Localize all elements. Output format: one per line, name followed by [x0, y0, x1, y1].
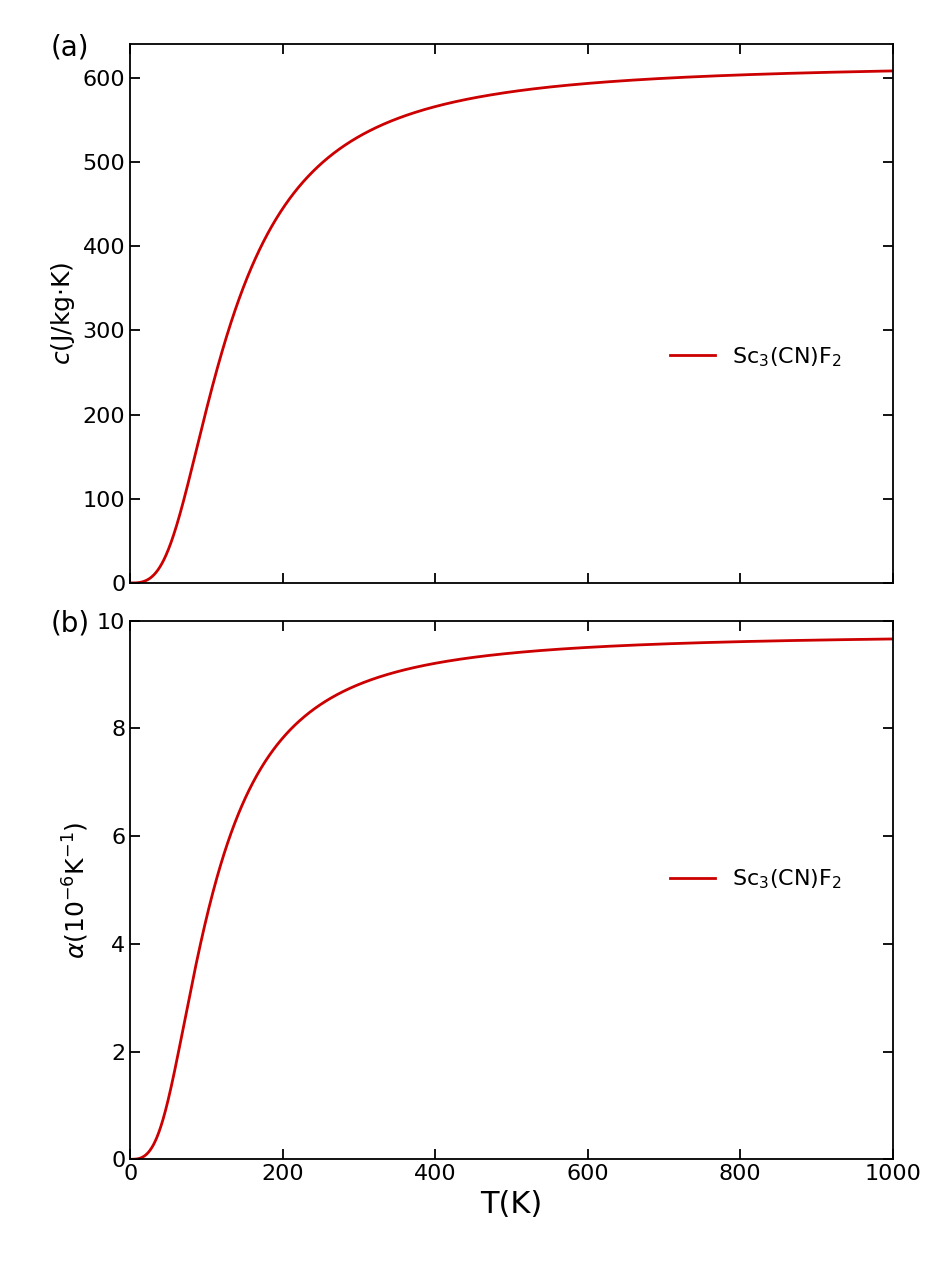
- Legend: Sc$_3$(CN)F$_2$: Sc$_3$(CN)F$_2$: [661, 859, 851, 900]
- Y-axis label: $\alpha$(10$^{-6}$K$^{-1}$): $\alpha$(10$^{-6}$K$^{-1}$): [61, 821, 91, 959]
- X-axis label: T(K): T(K): [481, 1190, 542, 1219]
- Text: (a): (a): [50, 33, 88, 62]
- Text: (b): (b): [50, 609, 89, 637]
- Legend: Sc$_3$(CN)F$_2$: Sc$_3$(CN)F$_2$: [661, 336, 851, 378]
- Y-axis label: $c$(J/kg$\cdot$K): $c$(J/kg$\cdot$K): [49, 262, 77, 365]
